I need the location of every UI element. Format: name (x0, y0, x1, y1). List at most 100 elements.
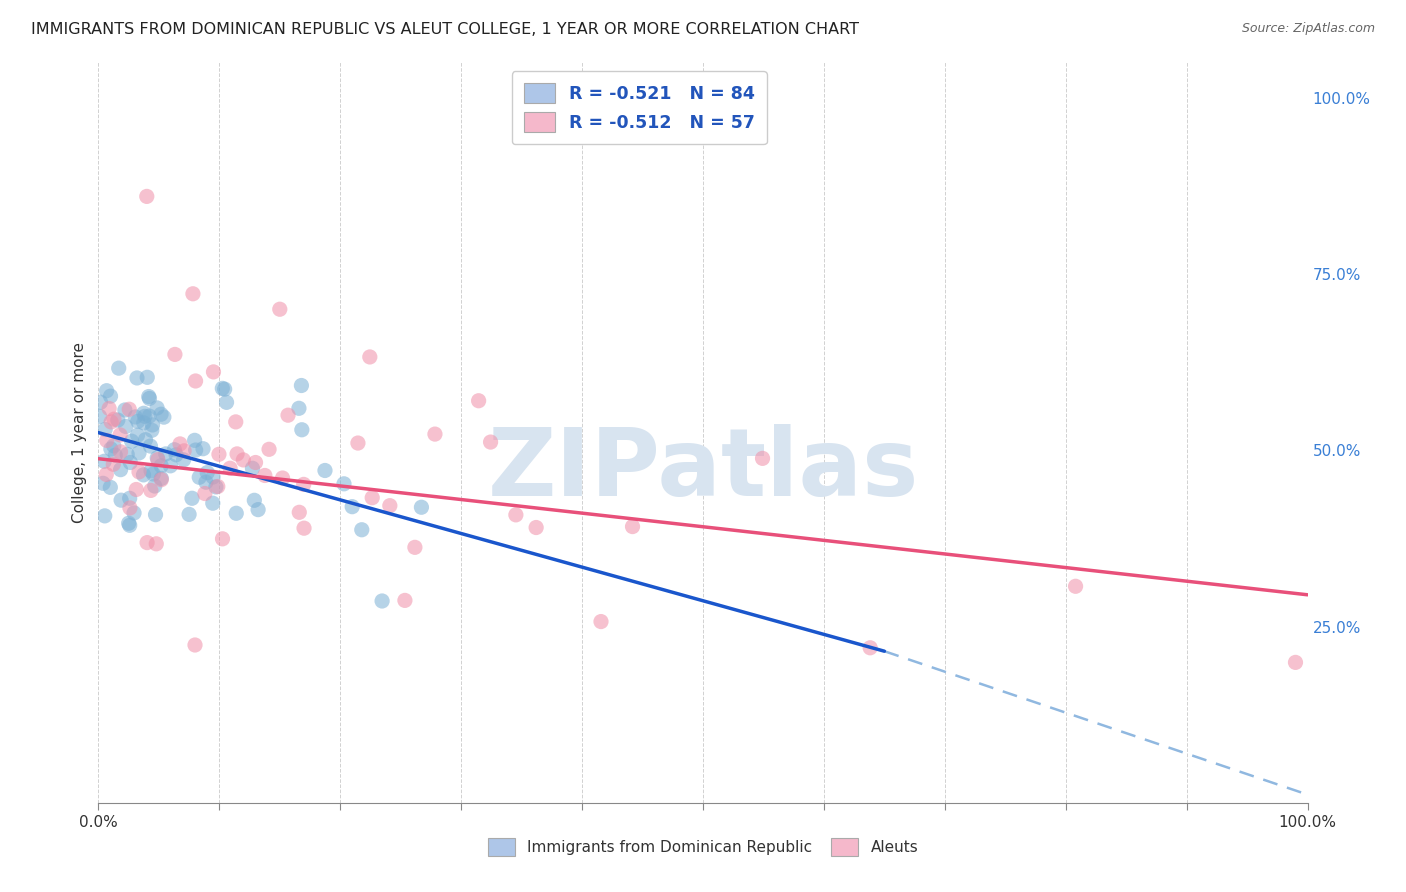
Point (467, 393, 489, 408)
Point (153, 410, 176, 425)
Point (621, 519, 644, 533)
Point (124, 409, 146, 424)
Point (110, 445, 132, 459)
Point (127, 428, 149, 442)
Point (107, 361, 129, 376)
Point (350, 523, 373, 537)
Point (184, 638, 207, 652)
Point (150, 473, 173, 487)
Point (150, 458, 173, 473)
Point (118, 491, 141, 506)
Point (128, 465, 150, 479)
Point (184, 374, 207, 388)
Point (96, 467, 118, 482)
Point (93, 454, 115, 468)
Point (479, 435, 502, 450)
Point (751, 451, 773, 466)
Point (291, 423, 314, 437)
Point (201, 496, 224, 510)
Point (141, 423, 163, 437)
Point (191, 442, 214, 456)
Point (115, 447, 138, 461)
Point (195, 466, 218, 480)
Point (132, 467, 155, 482)
Point (146, 450, 169, 465)
Point (215, 395, 238, 409)
Point (89, 409, 111, 424)
Point (188, 470, 211, 484)
Point (290, 378, 312, 392)
Point (136, 535, 159, 549)
Point (142, 467, 165, 481)
Point (125, 371, 148, 385)
Point (859, 640, 882, 655)
Point (288, 401, 311, 416)
Point (271, 471, 294, 485)
Point (94, 508, 117, 523)
Point (103, 412, 125, 426)
Point (103, 457, 125, 471)
Point (202, 365, 225, 379)
Point (184, 443, 207, 458)
Point (292, 521, 315, 535)
Point (208, 447, 231, 461)
Point (505, 508, 527, 522)
Point (103, 439, 125, 453)
Point (146, 452, 169, 467)
Point (169, 437, 191, 451)
Point (135, 189, 157, 203)
Point (394, 593, 416, 607)
Point (143, 479, 166, 493)
Point (163, 347, 186, 361)
Point (411, 500, 433, 515)
Point (1284, 656, 1306, 670)
Point (423, 427, 446, 442)
Point (247, 502, 270, 516)
Point (114, 419, 136, 434)
Point (132, 416, 155, 430)
Point (211, 381, 233, 395)
Legend: Immigrants from Dominican Republic, Aleuts: Immigrants from Dominican Republic, Aleu… (482, 832, 924, 862)
Point (361, 491, 384, 505)
Point (242, 461, 264, 475)
Point (107, 413, 129, 427)
Point (134, 409, 156, 424)
Point (120, 455, 142, 469)
Point (100, 415, 122, 429)
Point (165, 448, 187, 462)
Point (219, 461, 242, 475)
Point (125, 483, 148, 497)
Point (288, 505, 311, 519)
Point (145, 508, 167, 522)
Point (108, 428, 131, 442)
Point (257, 442, 280, 457)
Point (181, 491, 204, 506)
Point (211, 532, 233, 546)
Point (378, 499, 401, 513)
Point (205, 480, 228, 494)
Point (110, 493, 132, 508)
Point (104, 448, 127, 462)
Point (145, 537, 167, 551)
Text: Source: ZipAtlas.com: Source: ZipAtlas.com (1241, 22, 1375, 36)
Point (139, 464, 162, 478)
Point (173, 443, 195, 458)
Point (173, 452, 195, 467)
Point (314, 463, 336, 477)
Point (121, 434, 143, 449)
Point (163, 442, 186, 457)
Point (232, 453, 254, 467)
Point (100, 442, 122, 456)
Point (159, 458, 181, 473)
Point (589, 615, 612, 629)
Point (194, 486, 217, 500)
Point (245, 456, 267, 470)
Point (155, 447, 177, 461)
Point (359, 350, 381, 364)
Point (96, 434, 118, 448)
Text: ZIPatlas: ZIPatlas (488, 424, 918, 516)
Point (118, 516, 141, 531)
Point (100, 389, 122, 403)
Point (207, 479, 229, 493)
Point (177, 508, 200, 522)
